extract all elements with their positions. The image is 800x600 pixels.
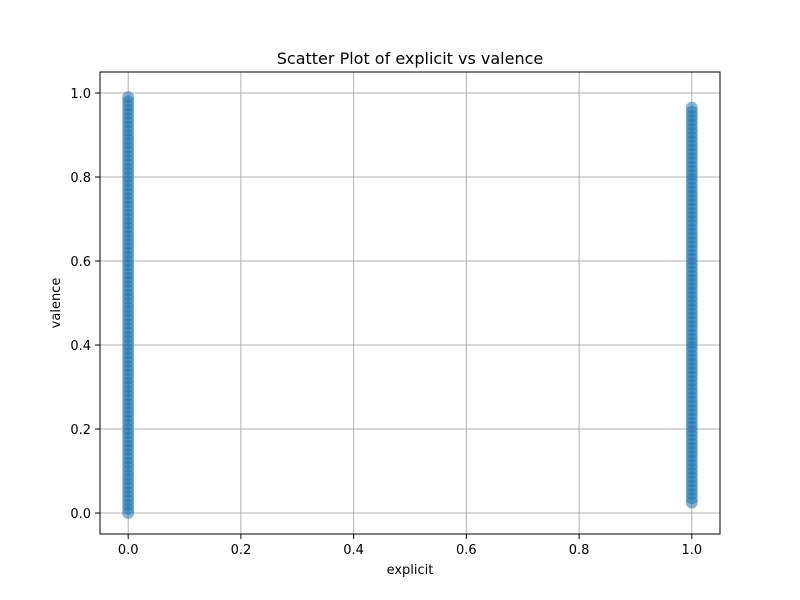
y-tick-label: 0.4 (70, 339, 91, 354)
x-tick-label: 0.4 (343, 543, 364, 558)
chart-title: Scatter Plot of explicit vs valence (277, 49, 543, 68)
y-axis-label: valence (49, 278, 64, 329)
scatter-point (685, 101, 698, 114)
plot-frame (99, 71, 721, 535)
x-tick-label: 0.0 (118, 543, 139, 558)
x-tick-label: 0.6 (456, 543, 477, 558)
y-tick-label: 0.0 (70, 507, 91, 522)
scatter-point (122, 91, 135, 104)
ticks-layer: 0.0 0.2 0.4 0.6 0.8 1.0 0.0 0.2 0.4 0.6 0.8 1.0 (70, 87, 702, 558)
y-tick-label: 0.6 (70, 255, 91, 270)
y-tick-label: 0.2 (70, 423, 91, 438)
x-axis-label: explicit (387, 563, 434, 578)
x-tick-label: 0.2 (231, 543, 252, 558)
x-tick-label: 1.0 (681, 543, 702, 558)
points-layer (122, 91, 698, 519)
y-tick-label: 1.0 (70, 87, 91, 102)
y-tick-label: 0.8 (70, 171, 91, 186)
x-tick-label: 0.8 (569, 543, 590, 558)
